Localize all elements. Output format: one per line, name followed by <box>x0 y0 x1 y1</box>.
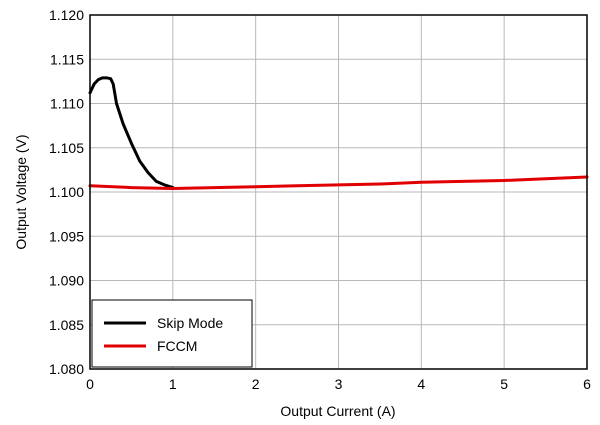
y-tick-label: 1.100 <box>49 184 84 200</box>
y-axis-title: Output Voltage (V) <box>13 134 29 249</box>
x-axis-title: Output Current (A) <box>280 403 395 419</box>
y-tick-label: 1.095 <box>49 228 84 244</box>
y-tick-labels: 1.080 1.085 1.090 1.095 1.100 1.105 1.110 1.115… <box>49 7 84 377</box>
x-tick-label: 3 <box>335 376 343 392</box>
series-layer <box>88 76 589 190</box>
y-tick-label: 1.110 <box>50 96 84 112</box>
x-tick-label: 1 <box>169 376 177 392</box>
plot-frame <box>89 14 588 370</box>
y-tick-label: 1.105 <box>49 140 84 156</box>
grid-lines <box>90 15 587 369</box>
x-tick-label: 6 <box>583 376 591 392</box>
y-tick-label: 1.080 <box>49 361 84 377</box>
x-tick-labels: 0 1 2 3 4 5 6 <box>86 376 591 392</box>
x-tick-label: 0 <box>86 376 94 392</box>
y-tick-label: 1.115 <box>50 51 84 67</box>
legend-box <box>91 299 253 368</box>
series-line-fccm <box>88 175 589 190</box>
x-tick-label: 4 <box>417 376 425 392</box>
x-tick-label: 2 <box>252 376 260 392</box>
legend-label-skip-mode: Skip Mode <box>157 315 223 331</box>
legend-label-fccm: FCCM <box>157 338 197 354</box>
series-line-skip-mode <box>88 76 175 190</box>
y-tick-label: 1.090 <box>49 273 84 289</box>
x-tick-label: 5 <box>500 376 508 392</box>
y-tick-label: 1.085 <box>49 317 84 333</box>
legend: Skip Mode FCCM <box>91 299 253 368</box>
y-tick-label: 1.120 <box>49 7 84 23</box>
